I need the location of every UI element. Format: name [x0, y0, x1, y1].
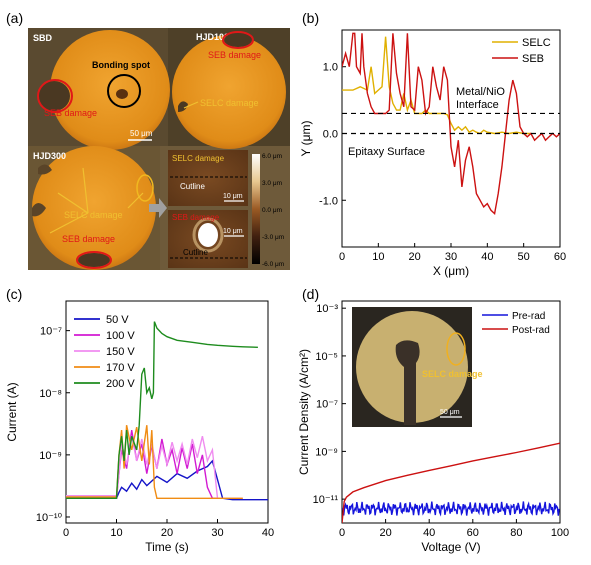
chart-b: 0 10 20 30 40 50 60 1.0 0.0 -1.0 X (μm) Y (μm) Metal…: [299, 29, 566, 278]
annotation-epitaxy: Epitaxy Surface: [348, 146, 425, 158]
hjd300-selc-label: SELC damage: [64, 210, 123, 220]
y-tick-label: 10⁻¹¹: [313, 494, 339, 506]
hjd100-seb-marker: [222, 31, 254, 49]
colorbar-tick: -3.0 μm: [262, 234, 284, 241]
colorbar-tick: 6.0 μm: [262, 153, 282, 160]
y-tick-label: 1.0: [323, 62, 338, 74]
y-tick-label: 10⁻⁷: [40, 326, 62, 338]
x-tick-label: 100: [551, 527, 569, 539]
y-tick-label: 10⁻⁹: [315, 446, 338, 458]
x-tick-label: 50: [518, 251, 530, 263]
x-tick-label: 0: [339, 251, 345, 263]
sbd-device: [50, 30, 170, 150]
annotation-interface-line2: Interface: [456, 99, 499, 111]
series-line-pre-rad: [342, 501, 560, 517]
sbd-seb-marker: [37, 79, 73, 113]
colorbar-tick: -6.0 μm: [262, 261, 284, 268]
legend-label: 170 V: [106, 362, 135, 374]
y-tick-label: 10⁻¹⁰: [36, 512, 63, 524]
legend-label: 100 V: [106, 330, 135, 342]
afm-selc-image: [168, 150, 248, 206]
legend-label: SEB: [522, 53, 544, 65]
panel-a-label: (a): [6, 10, 24, 26]
x-tick-label: 40: [481, 251, 493, 263]
legend-label: 150 V: [106, 346, 135, 358]
x-tick-label: 30: [445, 251, 457, 263]
series-line-post-rad: [342, 442, 560, 523]
colorbar-tick: 3.0 μm: [262, 180, 282, 187]
panel-c-label: (c): [6, 286, 23, 302]
x-axis-label: Time (s): [145, 540, 189, 554]
plot-frame: [341, 300, 561, 524]
y-tick-label: 0.0: [323, 128, 338, 140]
afm-selc-scale: 10 μm: [223, 193, 243, 200]
hjd300-seb-marker: [76, 251, 112, 269]
legend-label: 200 V: [106, 378, 135, 390]
bonding-spot-marker: [107, 74, 141, 108]
y-tick-label: 10⁻⁸: [39, 388, 62, 400]
legend-label: SELC: [522, 37, 551, 49]
afm-selc-title: SELC damage: [172, 154, 225, 163]
hjd300-seb-label: SEB damage: [62, 234, 115, 244]
x-tick-label: 60: [554, 251, 566, 263]
hjd100-selc-label: SELC damage: [200, 98, 259, 108]
chart-c: 0 10 20 30 40 10⁻¹⁰ 10⁻⁹ 10⁻⁸ 10⁻⁷ Time (s) Curren…: [5, 300, 274, 554]
inset-bond-pad: [395, 340, 420, 425]
inset-selc-label: SELC damage: [422, 369, 483, 379]
series-line-50-v: [66, 459, 268, 501]
colorbar-tick: 0.0 μm: [262, 207, 282, 214]
inset-micrograph: SELC damage 50 μm: [352, 307, 483, 427]
x-tick-label: 60: [467, 527, 479, 539]
y-tick-label: -1.0: [319, 195, 338, 207]
afm-seb-title: SEB damage: [172, 213, 220, 222]
afm-selc-cutline: Cutline: [180, 182, 205, 191]
annotation-interface-line1: Metal/NiO: [456, 86, 505, 98]
x-tick-label: 40: [262, 527, 274, 539]
x-tick-label: 20: [379, 527, 391, 539]
x-tick-label: 80: [510, 527, 522, 539]
legend-label: 50 V: [106, 314, 129, 326]
y-tick-label: 10⁻⁵: [315, 351, 338, 363]
y-axis-label: Current Density (A/cm²): [297, 349, 311, 475]
panel-d-label: (d): [302, 286, 320, 302]
y-tick-label: 10⁻⁷: [316, 399, 338, 411]
hjd100-title: HJD100: [196, 32, 229, 42]
y-axis-label: Y (μm): [299, 120, 313, 156]
y-tick-label: 10⁻⁹: [39, 450, 62, 462]
x-axis-label: X (μm): [433, 264, 469, 278]
x-tick-label: 20: [161, 527, 173, 539]
hjd300-title: HJD300: [33, 151, 66, 161]
inset-selc-marker: [446, 332, 466, 366]
x-tick-label: 10: [110, 527, 122, 539]
height-colorbar: [252, 154, 260, 264]
y-axis-label: Current (A): [5, 382, 19, 441]
sbd-seb-label: SEB damage: [44, 108, 97, 118]
afm-seb-cutline: Cutline: [183, 248, 208, 257]
hjd300-device: [32, 146, 156, 270]
series-line-200-v: [66, 321, 258, 499]
panel-a-micrographs: SBD Bonding spot SEB damage 50 μm HJD100…: [28, 28, 290, 270]
inset-scale-label: 50 μm: [440, 409, 460, 416]
legend-label: Pre-rad: [512, 311, 545, 322]
x-tick-label: 40: [423, 527, 435, 539]
y-tick-label: 10⁻³: [316, 303, 338, 315]
x-axis-label: Voltage (V): [421, 540, 480, 554]
x-tick-label: 0: [63, 527, 69, 539]
sbd-title: SBD: [33, 33, 53, 43]
afm-seb-scale: 10 μm: [223, 228, 243, 235]
chart-d: 0 20 40 60 80 100 10⁻³ 10⁻⁵ 10⁻⁷ 10⁻⁹ 10⁻¹¹ Voltage…: [297, 300, 569, 554]
hjd300-selc-marker: [136, 174, 154, 202]
x-tick-label: 0: [339, 527, 345, 539]
panel-b-label: (b): [302, 10, 320, 26]
x-tick-label: 20: [409, 251, 421, 263]
x-tick-label: 10: [372, 251, 384, 263]
hjd100-device: [172, 35, 286, 149]
series-line-seb: [342, 32, 560, 215]
legend-label: Post-rad: [512, 325, 550, 336]
scale-bar-label: 50 μm: [130, 129, 153, 138]
hjd100-seb-label: SEB damage: [208, 50, 261, 60]
bonding-spot-label: Bonding spot: [92, 60, 150, 70]
x-tick-label: 30: [211, 527, 223, 539]
